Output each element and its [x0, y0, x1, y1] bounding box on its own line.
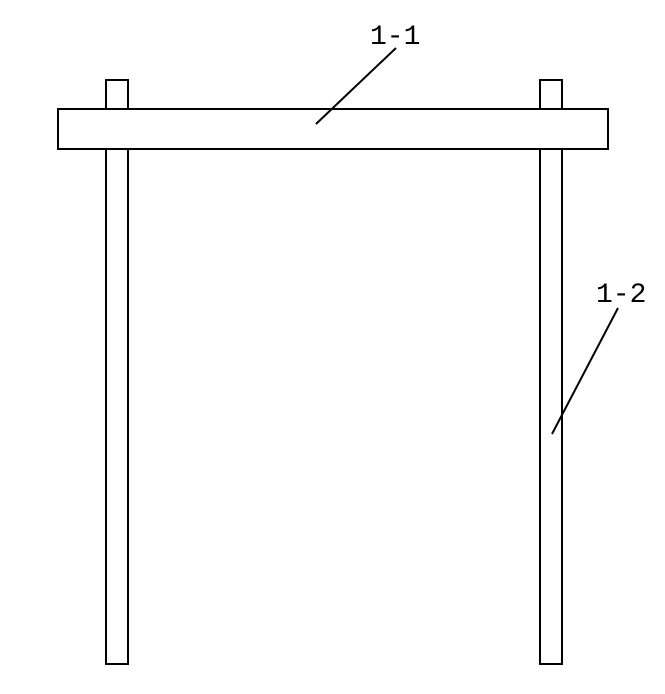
crossbar	[58, 109, 608, 149]
diagram-svg	[0, 0, 665, 694]
right_leg	[540, 80, 562, 664]
label-right-leg: 1-2	[596, 280, 646, 311]
left_leg	[106, 80, 128, 664]
diagram-root: 1-1 1-2	[0, 0, 665, 694]
label-crossbar: 1-1	[370, 22, 420, 53]
